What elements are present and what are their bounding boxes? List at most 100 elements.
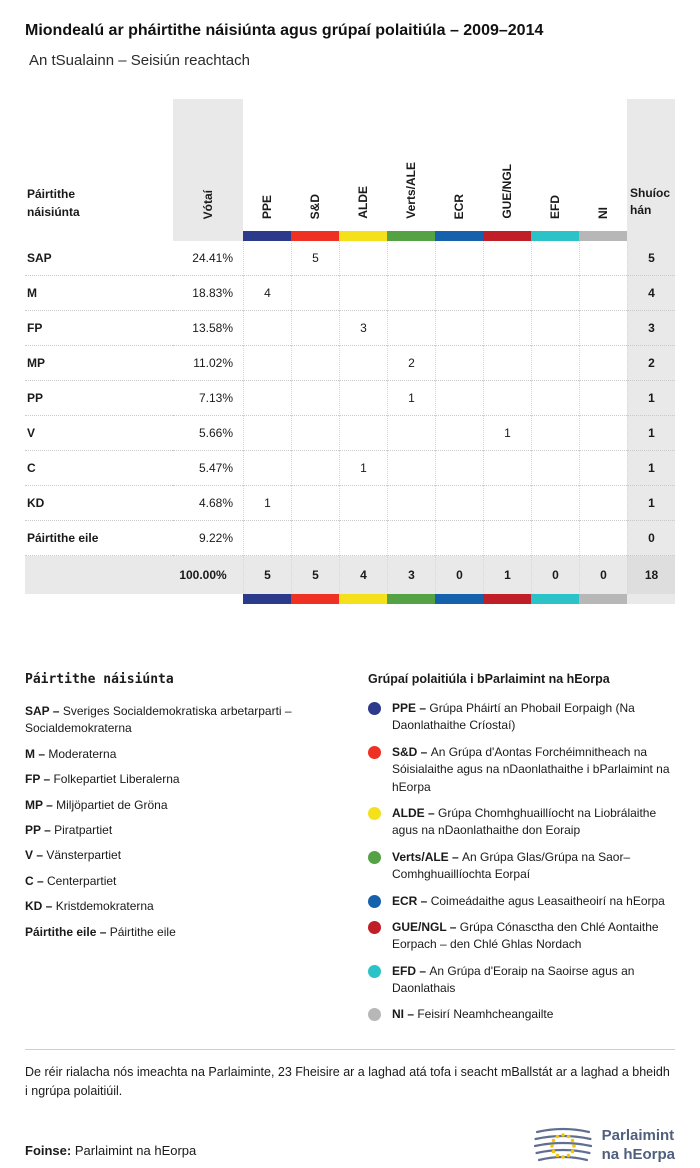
party-legend-item: FP – Folkepartiet Liberalerna (25, 772, 180, 787)
group-seats-value (291, 276, 339, 311)
bar-spacer (627, 594, 675, 604)
group-seats-value (243, 241, 291, 276)
group-color-bar (339, 594, 387, 604)
legend-groups-list: PPE – Grúpa Pháirtí an Phobail Eorpaigh … (368, 700, 675, 1024)
bar-spacer (25, 594, 173, 604)
group-color-bar (243, 594, 291, 604)
group-legend-item: S&D – An Grúpa d'Aontas Forchéimnitheach… (368, 744, 675, 796)
group-seats-value (435, 381, 483, 416)
group-seats-value (579, 451, 627, 486)
group-seats-value (291, 521, 339, 556)
total-group-seats: 0 (435, 556, 483, 594)
party-label: SAP (25, 241, 173, 276)
group-seats-value (531, 276, 579, 311)
group-color-bar (387, 594, 435, 604)
col-header-group: PPE (260, 194, 274, 219)
group-seats-value (579, 241, 627, 276)
group-seats-value (339, 241, 387, 276)
group-color-bar (579, 231, 627, 241)
group-seats-value (291, 346, 339, 381)
divider (25, 1048, 675, 1050)
party-legend-item: V – Vänsterpartiet (25, 848, 122, 863)
group-seats-value (579, 521, 627, 556)
seats-value: 4 (627, 276, 675, 311)
ep-logo-icon (533, 1127, 592, 1161)
col-header-group: ECR (452, 193, 466, 219)
col-header-parties: Páirtithe náisiúnta (27, 187, 80, 219)
group-seats-value (531, 486, 579, 521)
group-seats-value (339, 416, 387, 451)
group-seats-value (579, 381, 627, 416)
group-seats-value (579, 346, 627, 381)
party-label: V (25, 416, 173, 451)
group-seats-value (243, 451, 291, 486)
group-seats-value (339, 346, 387, 381)
group-color-dot (368, 806, 381, 820)
seats-value: 1 (627, 486, 675, 521)
votes-value: 4.68% (173, 486, 243, 521)
party-legend-item: MP – Miljöpartiet de Gröna (25, 797, 168, 812)
total-group-seats: 4 (339, 556, 387, 594)
total-label (25, 556, 173, 594)
group-seats-value: 1 (339, 451, 387, 486)
source-label: Foinse: (25, 1142, 72, 1158)
group-color-bar (291, 594, 339, 604)
total-group-seats: 3 (387, 556, 435, 594)
group-seats-value (531, 416, 579, 451)
total-votes: 100.00% (173, 556, 243, 594)
group-seats-value (291, 381, 339, 416)
results-table: Páirtithe náisiúnta Vótaí PPE S&D ALDE Verts/… (25, 99, 675, 604)
group-seats-value (291, 451, 339, 486)
bar-spacer (25, 231, 173, 241)
group-seats-value (387, 416, 435, 451)
party-label: Páirtithe eile (25, 521, 173, 556)
votes-value: 7.13% (173, 381, 243, 416)
group-legend-item: GUE/NGL – Grúpa Cónasctha den Chlé Aonta… (368, 919, 675, 954)
group-seats-value (435, 486, 483, 521)
group-color-bar (531, 594, 579, 604)
votes-value: 5.47% (173, 451, 243, 486)
bar-spacer (627, 231, 675, 241)
group-seats-value (435, 451, 483, 486)
group-color-bar (435, 231, 483, 241)
group-seats-value (483, 451, 531, 486)
group-seats-value: 1 (243, 486, 291, 521)
group-seats-value (531, 241, 579, 276)
page-title: Miondealú ar pháirtithe náisiúnta agus g… (25, 22, 544, 39)
party-legend-item: C – Centerpartiet (25, 873, 117, 888)
page-subtitle: An tSualainn – Seisiún reachtach (29, 52, 250, 69)
group-color-dot (368, 702, 381, 715)
group-seats-value (291, 311, 339, 346)
footer: Foinse: Parlaimint na hEorpa (25, 1124, 675, 1168)
group-color-bar (483, 231, 531, 241)
group-seats-value (483, 381, 531, 416)
group-seats-value (435, 346, 483, 381)
ep-logo-text-line1: Parlaimint (601, 1126, 675, 1144)
group-color-dot (368, 920, 381, 934)
bar-spacer (173, 594, 243, 604)
group-seats-value (579, 416, 627, 451)
group-seats-value (531, 521, 579, 556)
group-seats-value (387, 486, 435, 521)
ep-logo: Parlaimint na hEorpa (533, 1124, 675, 1168)
group-color-dot (368, 964, 381, 978)
group-seats-value (339, 521, 387, 556)
group-color-bar (483, 594, 531, 604)
party-legend-item: KD – Kristdemokraterna (25, 899, 154, 914)
votes-value: 5.66% (173, 416, 243, 451)
source-text: Parlaimint na hEorpa (74, 1142, 197, 1158)
seats-value: 1 (627, 416, 675, 451)
total-group-seats: 1 (483, 556, 531, 594)
group-seats-value (243, 346, 291, 381)
group-seats-value (531, 346, 579, 381)
group-seats-value (339, 276, 387, 311)
group-seats-value (243, 521, 291, 556)
col-header-seats: Shuíochán (627, 99, 675, 231)
col-header-votes: Vótaí (173, 99, 243, 231)
group-seats-value: 5 (291, 241, 339, 276)
group-seats-value (291, 416, 339, 451)
group-seats-value (483, 521, 531, 556)
col-header-group: Verts/ALE (404, 162, 418, 219)
party-legend-item: Páirtithe eile – Páirtithe eile (25, 924, 176, 939)
